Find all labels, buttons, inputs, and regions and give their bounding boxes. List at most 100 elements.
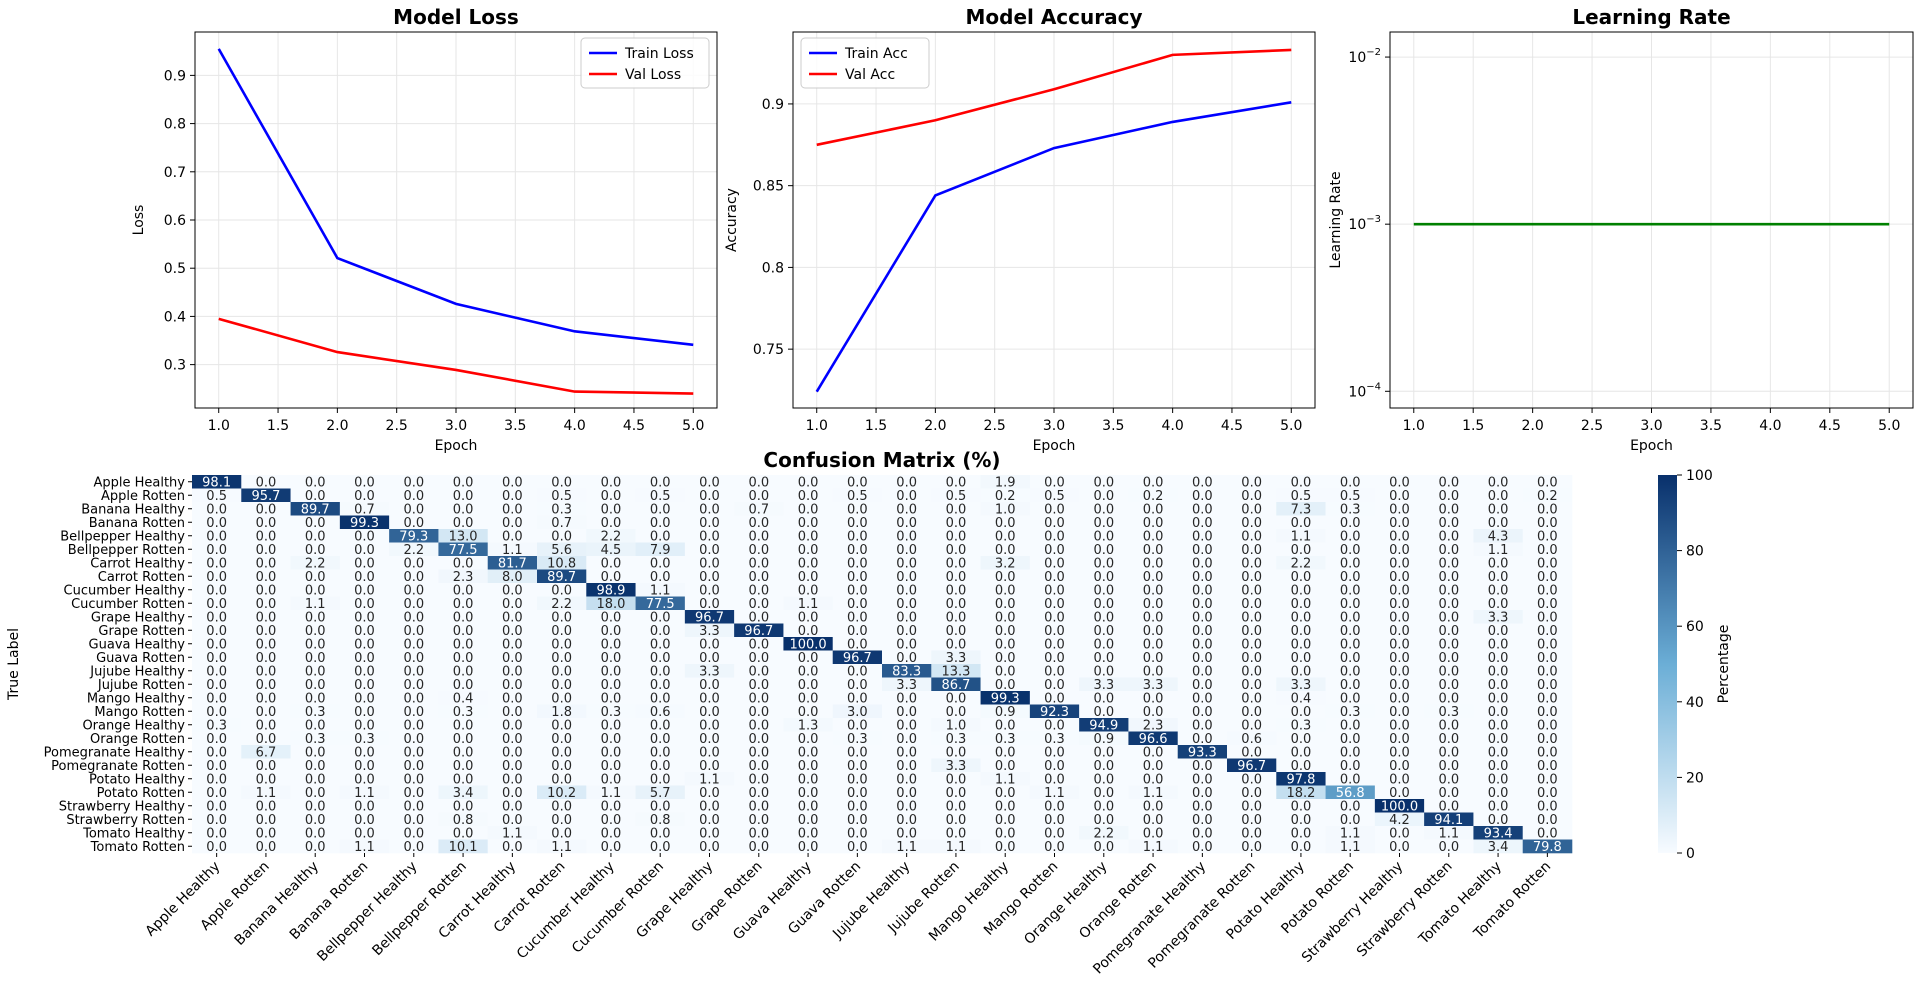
cm-cell-value: 0.0 (995, 583, 1016, 598)
cm-cell (734, 826, 784, 840)
cm-cell-value: 0.0 (798, 516, 819, 531)
cm-cell-value: 100.0 (789, 637, 826, 652)
cm-cell-value: 0.0 (946, 799, 967, 814)
cm-cell (1374, 799, 1425, 813)
cm-cell-value: 1.1 (995, 772, 1016, 787)
cm-cell (389, 785, 439, 800)
cm-cell-value: 0.0 (551, 529, 572, 544)
acc-x-tick-label: 1.5 (865, 418, 887, 434)
cm-cell (192, 745, 242, 759)
cm-cell-value: 0.0 (1389, 624, 1410, 639)
cm-cell-value: 0.0 (1093, 516, 1114, 531)
cm-cell (635, 556, 686, 570)
cm-cell (1177, 623, 1228, 638)
cm-cell-value: 0.0 (798, 732, 819, 747)
cm-cell (1227, 691, 1277, 705)
cm-cell-value: 0.0 (699, 718, 720, 733)
cm-cell (1424, 785, 1474, 800)
cm-cell (537, 583, 587, 597)
cm-cell-value: 0.0 (601, 840, 622, 855)
cm-cell-value: 3.3 (946, 651, 967, 666)
cm-cell (882, 704, 932, 719)
y-tick-exponent: −2 (1366, 47, 1381, 58)
cm-cell (1374, 583, 1425, 597)
cm-cell-value: 0.0 (256, 826, 277, 841)
cm-cell-value: 0.0 (946, 745, 967, 760)
cm-cell (487, 839, 538, 854)
cm-cell (1325, 583, 1376, 597)
cm-cell (487, 529, 538, 543)
cm-cell (1374, 596, 1425, 611)
cm-cell (1276, 488, 1326, 503)
cm-cell-value: 0.0 (256, 637, 277, 652)
cm-cell-value: 0.0 (305, 610, 326, 625)
cm-cell-value: 0.0 (896, 516, 917, 531)
cm-cell (832, 812, 883, 827)
cm-cell (241, 704, 291, 719)
cm-cell (1374, 569, 1425, 584)
cm-cell-value: 0.0 (748, 583, 769, 598)
cm-cell-value: 96.7 (744, 624, 773, 639)
cm-cell-value: 0.0 (896, 826, 917, 841)
cm-cell (635, 718, 686, 732)
cm-cell-value: 0.0 (1291, 840, 1312, 855)
cm-cell (1424, 637, 1474, 651)
cm-cell-value: 0.0 (650, 664, 671, 679)
cm-cell-value: 0.0 (896, 786, 917, 801)
cm-cell-value: 0.0 (354, 624, 375, 639)
acc-legend-label: Train Acc (844, 46, 908, 62)
cm-cell-value: 0.0 (1143, 502, 1164, 517)
cm-cell (389, 772, 439, 786)
cm-cell (783, 704, 834, 719)
cm-cell (635, 502, 686, 516)
cm-cell-value: 0.4 (453, 691, 474, 706)
cm-cell (1473, 569, 1524, 584)
cm-cell-value: 89.7 (301, 502, 330, 517)
cm-cell (783, 529, 834, 543)
cm-cell (1227, 718, 1277, 732)
cm-cell (241, 718, 291, 732)
cm-cell (1029, 772, 1080, 786)
cm-cell-value: 0.0 (551, 475, 572, 490)
cm-cell (684, 502, 735, 516)
cm-cell (734, 502, 784, 516)
cm-cell (832, 704, 883, 719)
cm-cell (1424, 772, 1474, 786)
cm-cell-value: 3.3 (946, 759, 967, 774)
cm-y-tick-label: Bellpepper Healthy (60, 529, 185, 544)
cm-cell (684, 812, 735, 827)
cm-cell (1029, 799, 1080, 813)
cm-cell (1227, 502, 1277, 516)
cm-cell (1227, 542, 1277, 557)
cm-cell-value: 13.0 (449, 529, 478, 544)
cm-cell-value: 0.0 (1044, 799, 1065, 814)
colorbar-tick-label: 0 (1686, 846, 1695, 862)
cm-cell (783, 785, 834, 800)
cm-cell-value: 0.0 (896, 799, 917, 814)
cm-cell-value: 0.0 (650, 610, 671, 625)
cm-cell (1079, 623, 1129, 638)
cm-cell-value: 0.0 (1143, 597, 1164, 612)
cm-cell (192, 718, 242, 732)
cm-cell-value: 0.0 (1093, 583, 1114, 598)
loss-series-line-1 (218, 317, 694, 395)
cm-cell-value: 0.0 (1438, 678, 1459, 693)
cm-cell-value: 0.0 (1389, 583, 1410, 598)
cm-cell (980, 650, 1031, 665)
cm-cell-value: 0.0 (453, 678, 474, 693)
cm-cell-value: 0.0 (847, 502, 868, 517)
cm-cell (980, 812, 1031, 827)
cm-cell-value: 0.0 (1389, 570, 1410, 585)
cm-cell (734, 556, 784, 570)
cm-cell-value: 0.0 (1537, 624, 1558, 639)
cm-cell (1177, 772, 1228, 786)
cm-cell (1128, 826, 1179, 840)
cm-cell (734, 529, 784, 543)
cm-cell (290, 772, 341, 786)
cm-cell-value: 2.2 (403, 543, 424, 558)
cm-cell-value: 0.0 (1241, 678, 1262, 693)
cm-cell (487, 772, 538, 786)
cm-cell-value: 0.0 (1143, 529, 1164, 544)
cm-cell-value: 0.0 (354, 610, 375, 625)
cm-cell (980, 785, 1031, 800)
